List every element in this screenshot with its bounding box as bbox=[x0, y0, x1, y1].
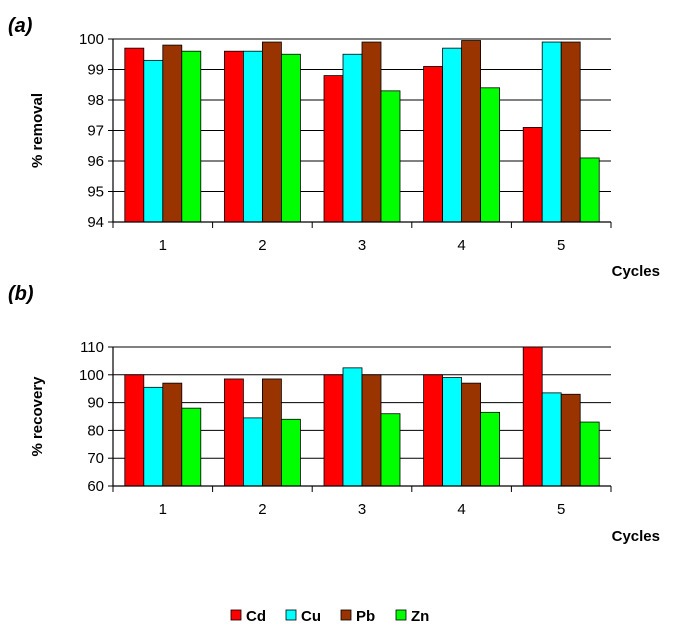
bar-zn-cycle-1 bbox=[181, 407, 202, 487]
y-tick-label: 60 bbox=[87, 478, 104, 495]
bar-zn-cycle-4 bbox=[480, 411, 501, 487]
bar-pb-cycle-3 bbox=[361, 41, 382, 223]
panel-label: (a) bbox=[8, 15, 33, 37]
bar-pb-cycle-2 bbox=[261, 378, 282, 487]
legend-label-zn: Zn bbox=[411, 608, 429, 625]
bar-cd-cycle-1 bbox=[124, 47, 145, 223]
y-tick-label: 90 bbox=[87, 395, 104, 412]
bar-zn-cycle-2 bbox=[280, 53, 301, 223]
chart-panel-2: 60 70 80 90 100 110 1 2 3 4 5 (b) % recovery Cycles bbox=[8, 283, 660, 545]
y-tick-label: 80 bbox=[87, 422, 104, 439]
bar-cu-cycle-4 bbox=[442, 377, 463, 487]
y-tick-label: 96 bbox=[87, 153, 104, 170]
x-tick-label: 1 bbox=[159, 237, 167, 254]
bar-zn-cycle-5 bbox=[579, 421, 600, 487]
bar-pb-cycle-5 bbox=[560, 41, 581, 223]
y-tick-label: 99 bbox=[87, 62, 104, 79]
bar-cu-cycle-4 bbox=[442, 47, 463, 223]
x-tick-label: 4 bbox=[457, 501, 465, 518]
y-tick-label: 98 bbox=[87, 92, 104, 109]
bar-cd-cycle-5 bbox=[522, 346, 543, 487]
bar-cu-cycle-3 bbox=[342, 53, 363, 223]
y-tick-label: 95 bbox=[87, 184, 104, 201]
bar-pb-cycle-2 bbox=[261, 41, 282, 223]
x-tick-label: 2 bbox=[258, 237, 266, 254]
bar-zn-cycle-3 bbox=[380, 90, 401, 223]
x-tick-label: 4 bbox=[457, 237, 465, 254]
bar-zn-cycle-3 bbox=[380, 413, 401, 487]
bar-cd-cycle-3 bbox=[323, 75, 344, 223]
x-axis-title: Cycles bbox=[612, 528, 660, 545]
bar-cu-cycle-5 bbox=[541, 392, 562, 487]
bar-cd-cycle-3 bbox=[323, 374, 344, 487]
x-tick-label: 5 bbox=[557, 237, 565, 254]
y-axis-title: % recovery bbox=[29, 376, 46, 457]
bar-cd-cycle-2 bbox=[223, 378, 244, 487]
bar-cu-cycle-1 bbox=[143, 386, 164, 487]
bar-zn-cycle-4 bbox=[480, 87, 501, 223]
x-tick-label: 1 bbox=[159, 501, 167, 518]
bar-cu-cycle-2 bbox=[242, 50, 263, 223]
legend-label-cd: Cd bbox=[246, 608, 266, 625]
bar-cd-cycle-4 bbox=[423, 66, 444, 223]
legend-swatch-pb bbox=[340, 609, 352, 621]
bar-pb-cycle-5 bbox=[560, 393, 581, 487]
y-tick-label: 94 bbox=[87, 214, 104, 231]
bar-cd-cycle-4 bbox=[423, 374, 444, 487]
y-tick-label: 70 bbox=[87, 450, 104, 467]
y-tick-label: 100 bbox=[79, 31, 104, 48]
chart-panel-1: 94 95 96 97 98 99 100 1 2 3 4 5 (a) % removal Cycles bbox=[8, 15, 660, 280]
bar-pb-cycle-4 bbox=[461, 382, 482, 487]
legend-swatch-cu bbox=[285, 609, 297, 621]
bar-cu-cycle-5 bbox=[541, 41, 562, 223]
x-tick-label: 5 bbox=[557, 501, 565, 518]
bar-zn-cycle-2 bbox=[280, 418, 301, 487]
bar-cd-cycle-2 bbox=[223, 50, 244, 223]
bar-cd-cycle-5 bbox=[522, 127, 543, 223]
y-tick-label: 110 bbox=[80, 339, 104, 356]
bar-pb-cycle-1 bbox=[162, 382, 183, 487]
x-tick-label: 3 bbox=[358, 237, 366, 254]
bar-zn-cycle-5 bbox=[579, 157, 600, 223]
x-tick-label: 3 bbox=[358, 501, 366, 518]
legend-label-cu: Cu bbox=[301, 608, 321, 625]
bar-cu-cycle-1 bbox=[143, 59, 164, 223]
bar-pb-cycle-1 bbox=[162, 44, 183, 223]
y-tick-label: 97 bbox=[87, 123, 104, 140]
bar-zn-cycle-1 bbox=[181, 50, 202, 223]
bar-cu-cycle-2 bbox=[242, 417, 263, 487]
x-tick-label: 2 bbox=[258, 501, 266, 518]
legend: Cd Cu Pb Zn bbox=[230, 608, 429, 625]
panel-label: (b) bbox=[8, 283, 34, 305]
legend-label-pb: Pb bbox=[356, 608, 375, 625]
bar-cd-cycle-1 bbox=[124, 374, 145, 487]
legend-swatch-zn bbox=[395, 609, 407, 621]
x-axis-title: Cycles bbox=[612, 263, 660, 280]
bar-pb-cycle-3 bbox=[361, 374, 382, 487]
y-tick-label: 100 bbox=[79, 367, 104, 384]
bar-cu-cycle-3 bbox=[342, 367, 363, 487]
y-axis-title: % removal bbox=[29, 93, 46, 168]
legend-swatch-cd bbox=[230, 609, 242, 621]
bar-pb-cycle-4 bbox=[461, 40, 482, 223]
